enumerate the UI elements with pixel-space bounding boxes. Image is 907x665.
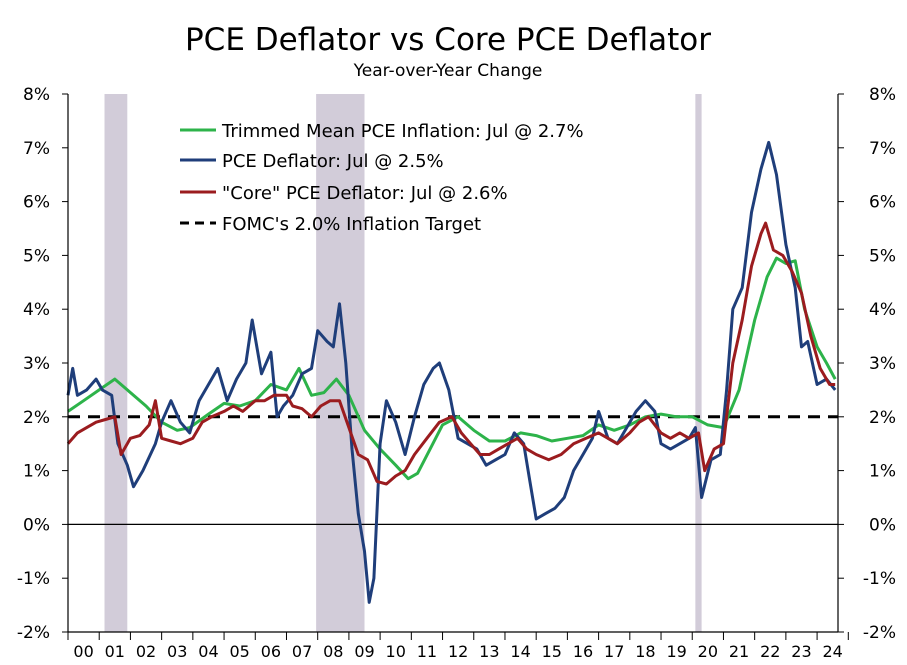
x-tick-label-24: 24 <box>823 642 843 661</box>
y-tick-right-label-4: 2% <box>869 408 896 428</box>
x-tick-label-8: 08 <box>323 642 343 661</box>
x-tick-label-2: 02 <box>136 642 156 661</box>
x-tick-label-9: 09 <box>354 642 374 661</box>
y-tick-left-label-6: 4% <box>23 300 50 320</box>
y-tick-right-label-6: 4% <box>869 300 896 320</box>
y-tick-left-label-1: -1% <box>17 569 50 589</box>
y-tick-left-label-10: 8% <box>23 85 50 105</box>
x-tick-label-14: 14 <box>510 642 530 661</box>
y-tick-right-label-1: -1% <box>863 569 896 589</box>
x-tick-label-23: 23 <box>791 642 811 661</box>
x-axis: 00 01 02 03 04 05 06 07 08 09 10 11 12 13 14 15 16 17 18 19… <box>67 632 849 661</box>
chart-subtitle: Year-over-Year Change <box>353 61 543 81</box>
y-tick-left-label-2: 0% <box>23 515 50 535</box>
x-tick-label-15: 15 <box>542 642 562 661</box>
y-tick-left-label-0: -2% <box>17 623 50 643</box>
y-tick-left-label-5: 3% <box>23 354 50 374</box>
x-tick-label-3: 03 <box>167 642 187 661</box>
legend-label-trimmed-mean: Trimmed Mean PCE Inflation: Jul @ 2.7% <box>221 121 584 142</box>
recession-band-0 <box>104 94 128 632</box>
legend: Trimmed Mean PCE Inflation: Jul @ 2.7% P… <box>180 121 584 235</box>
x-tick-label-19: 19 <box>666 642 686 661</box>
y-tick-right-label-3: 1% <box>869 462 896 482</box>
x-tick-label-11: 11 <box>417 642 437 661</box>
recession-shading-group <box>104 94 702 632</box>
y-tick-right-label-0: -2% <box>863 623 896 643</box>
y-axis-left: -2% -1% 0% 1% 2% 3% 4% 5% 6% 7% 8% <box>17 85 68 643</box>
y-tick-left-label-8: 6% <box>23 193 50 213</box>
trimmed-mean-line <box>67 256 837 481</box>
y-axis-right: -2% -1% 0% 1% 2% 3% 4% 5% 6% 7% 8% <box>838 85 896 643</box>
x-tick-label-16: 16 <box>573 642 593 661</box>
legend-label-core-pce: "Core" PCE Deflator: Jul @ 2.6% <box>222 183 508 204</box>
x-tick-label-0: 00 <box>73 642 93 661</box>
core-pce-line <box>66 221 836 486</box>
x-tick-label-17: 17 <box>604 642 624 661</box>
x-tick-label-4: 04 <box>198 642 218 661</box>
x-tick-label-6: 06 <box>261 642 281 661</box>
plot-frame <box>67 94 839 633</box>
y-tick-left-label-9: 7% <box>23 139 50 159</box>
x-tick-label-22: 22 <box>760 642 780 661</box>
y-tick-right-label-10: 8% <box>869 85 896 105</box>
x-tick-label-18: 18 <box>635 642 655 661</box>
x-tick-label-12: 12 <box>448 642 468 661</box>
legend-label-fomc-target: FOMC's 2.0% Inflation Target <box>222 214 481 235</box>
x-tick-label-13: 13 <box>479 642 499 661</box>
recession-band-1 <box>316 94 365 632</box>
chart-title: PCE Deflator vs Core PCE Deflator <box>185 22 711 58</box>
y-tick-right-label-9: 7% <box>869 139 896 159</box>
x-tick-label-10: 10 <box>386 642 406 661</box>
recession-band-2 <box>695 94 702 632</box>
x-tick-label-5: 05 <box>229 642 249 661</box>
legend-label-pce-deflator: PCE Deflator: Jul @ 2.5% <box>222 151 444 172</box>
x-tick-label-7: 07 <box>292 642 312 661</box>
y-tick-right-label-2: 0% <box>869 515 896 535</box>
y-tick-right-label-7: 5% <box>869 246 896 266</box>
y-tick-left-label-4: 2% <box>23 408 50 428</box>
x-tick-label-21: 21 <box>729 642 749 661</box>
y-tick-right-label-8: 6% <box>869 193 896 213</box>
y-tick-left-label-3: 1% <box>23 462 50 482</box>
x-tick-label-1: 01 <box>105 642 125 661</box>
y-tick-right-label-5: 3% <box>869 354 896 374</box>
series-lines-group <box>66 140 837 604</box>
pce-deflator-line <box>66 140 837 604</box>
x-tick-label-20: 20 <box>698 642 718 661</box>
y-tick-left-label-7: 5% <box>23 246 50 266</box>
